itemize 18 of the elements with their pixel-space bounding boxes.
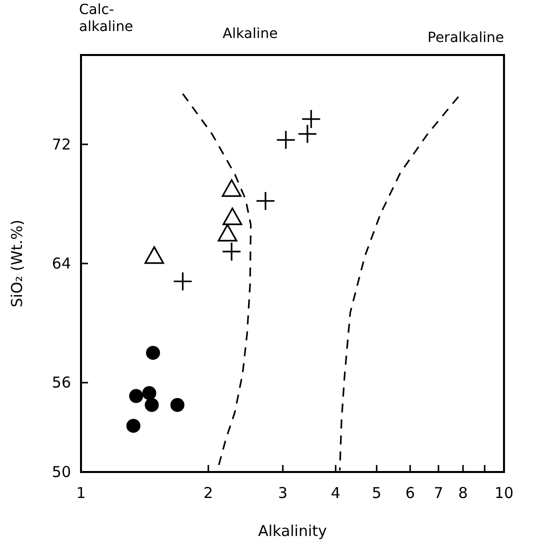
x-tick-label: 10 [494,484,514,502]
x-tick-label: 3 [278,484,288,502]
y-tick-label: 56 [52,374,71,392]
text: Calc- alkaline [79,2,134,35]
text: Alkaline [222,26,278,42]
y-tick-label: 72 [52,135,71,154]
text: Peralkaline [428,30,504,46]
x-tick-label: 8 [458,484,468,502]
y-tick-label: 50 [52,463,71,481]
x-tick-label: 1 [76,484,86,502]
x-axis-title: Alkalinity [258,522,328,540]
x-tick-label: 5 [372,484,382,502]
y-axis-title: SiO₂ (Wt.%) [8,220,26,308]
x-tick-label: 2 [204,484,214,502]
x-tick-label: 7 [434,484,444,502]
x-tick-label: 6 [405,484,415,502]
y-tick-label: 64 [52,254,71,272]
x-tick-label: 4 [330,484,340,502]
